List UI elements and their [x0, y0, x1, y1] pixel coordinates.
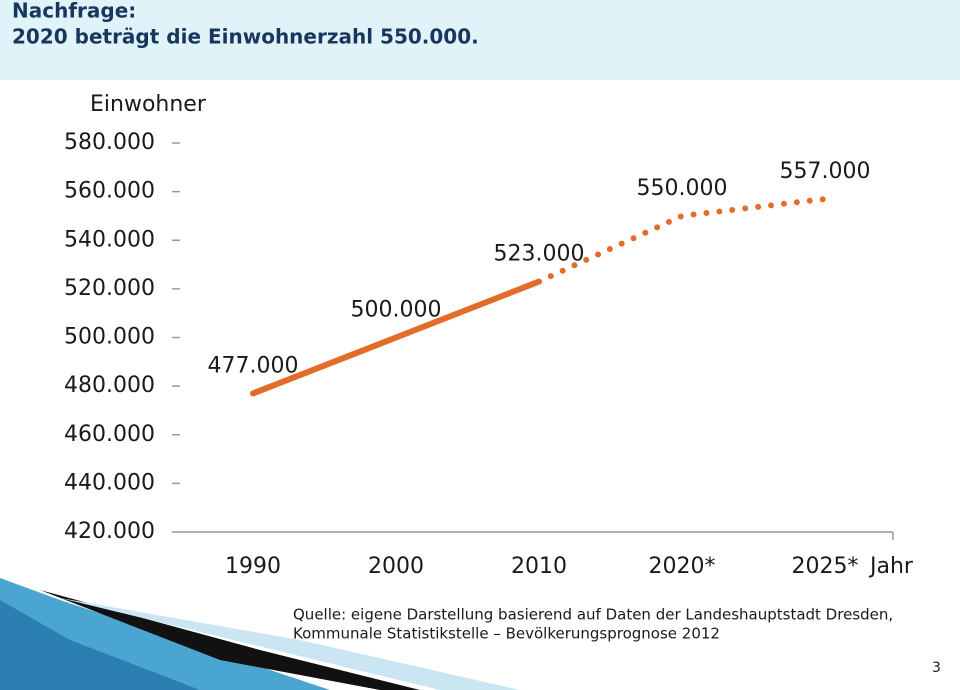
- series-line: [250, 278, 542, 397]
- decor-swoosh: [60, 598, 520, 690]
- value-label: 523.000: [494, 242, 585, 267]
- source-line: Kommunale Statistikstelle – Bevölkerungs…: [293, 625, 720, 643]
- x-tick-label: 1990: [225, 554, 281, 579]
- y-axis-label: Einwohner: [90, 92, 207, 117]
- x-axis-label: Jahr: [868, 554, 914, 579]
- y-tick-label: 440.000: [64, 470, 155, 495]
- x-tick-label: 2025*: [792, 554, 859, 579]
- y-tick-label: 420.000: [64, 519, 155, 544]
- page-number: 3: [932, 660, 941, 676]
- header-band: [0, 0, 960, 80]
- y-tick-label: 520.000: [64, 276, 155, 301]
- value-label: 550.000: [637, 176, 728, 201]
- x-tick-label: 2000: [368, 554, 424, 579]
- series-line: [536, 195, 828, 285]
- slide-subtitle: 2020 beträgt die Einwohnerzahl 550.000.: [12, 25, 479, 49]
- value-label: 557.000: [780, 159, 871, 184]
- decor-swoosh: [0, 600, 200, 690]
- x-tick-label: 2020*: [649, 554, 716, 579]
- y-tick-label: 560.000: [64, 179, 155, 204]
- x-tick-label: 2010: [511, 554, 567, 579]
- y-tick-label: 460.000: [64, 422, 155, 447]
- value-label: 500.000: [351, 298, 442, 323]
- source-line: Quelle: eigene Darstellung basierend auf…: [293, 606, 893, 624]
- y-tick-label: 580.000: [64, 130, 155, 155]
- value-label: 477.000: [208, 353, 299, 378]
- y-tick-label: 540.000: [64, 227, 155, 252]
- y-tick-label: 500.000: [64, 325, 155, 350]
- y-tick-label: 480.000: [64, 373, 155, 398]
- slide-title: Nachfrage:: [12, 0, 136, 23]
